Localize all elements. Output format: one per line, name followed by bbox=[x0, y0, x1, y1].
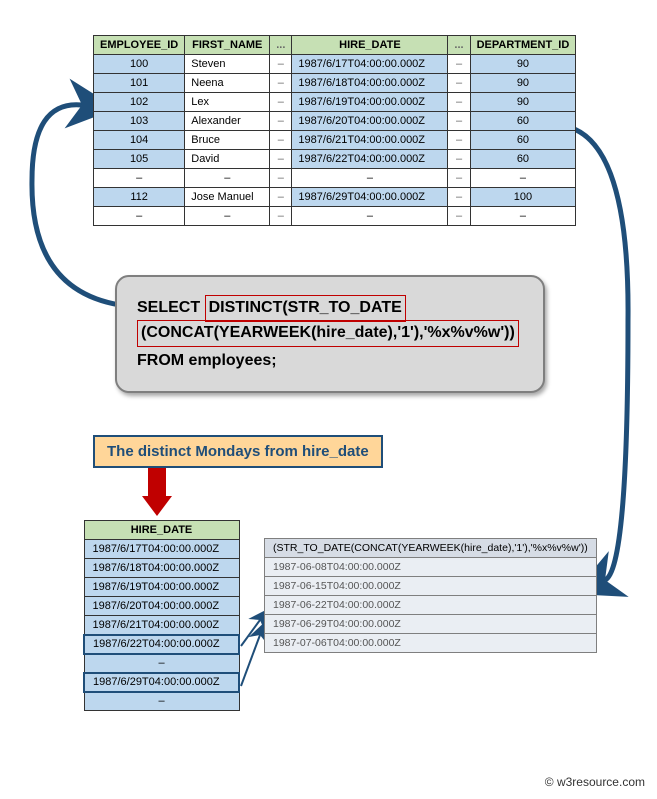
cell-eid: 103 bbox=[94, 112, 185, 131]
cell-fn: – bbox=[185, 169, 270, 188]
col-hire-date: HIRE_DATE bbox=[84, 521, 239, 540]
col-hire-date: HIRE_DATE bbox=[292, 36, 448, 55]
cell-ellipsis: – bbox=[270, 188, 292, 207]
cell-hire-date: 1987/6/22T04:00:00.000Z bbox=[84, 635, 239, 654]
cell-fn: Neena bbox=[185, 74, 270, 93]
cell-hire-date: 1987/6/19T04:00:00.000Z bbox=[84, 578, 239, 597]
cell-ellipsis: – bbox=[448, 188, 470, 207]
cell-result: 1987-06-22T04:00:00.000Z bbox=[265, 596, 597, 615]
cell-ellipsis: – bbox=[270, 169, 292, 188]
cell-eid: – bbox=[94, 169, 185, 188]
cell-hd: 1987/6/20T04:00:00.000Z bbox=[292, 112, 448, 131]
cell-ellipsis: – bbox=[448, 169, 470, 188]
cell-did: 90 bbox=[470, 55, 576, 74]
cell-ellipsis: – bbox=[448, 55, 470, 74]
cell-result: 1987-06-29T04:00:00.000Z bbox=[265, 615, 597, 634]
cell-eid: – bbox=[94, 207, 185, 226]
sql-query-box: SELECT DISTINCT(STR_TO_DATE (CONCAT(YEAR… bbox=[115, 275, 545, 393]
cell-hd: 1987/6/18T04:00:00.000Z bbox=[292, 74, 448, 93]
cell-ellipsis: – bbox=[270, 55, 292, 74]
cell-eid: 102 bbox=[94, 93, 185, 112]
cell-fn: Jose Manuel bbox=[185, 188, 270, 207]
cell-did: 60 bbox=[470, 112, 576, 131]
cell-eid: 105 bbox=[94, 150, 185, 169]
cell-ellipsis: – bbox=[270, 93, 292, 112]
cell-hire-date: 1987/6/20T04:00:00.000Z bbox=[84, 597, 239, 616]
col-employee-id: EMPLOYEE_ID bbox=[94, 36, 185, 55]
cell-did: 100 bbox=[470, 188, 576, 207]
employees-table: EMPLOYEE_ID FIRST_NAME ... HIRE_DATE ...… bbox=[93, 35, 576, 226]
result-table: (STR_TO_DATE(CONCAT(YEARWEEK(hire_date),… bbox=[264, 538, 597, 653]
sql-text: SELECT bbox=[137, 299, 205, 316]
cell-fn: Alexander bbox=[185, 112, 270, 131]
cell-fn: Steven bbox=[185, 55, 270, 74]
sql-text: FROM employees; bbox=[137, 352, 277, 369]
cell-hire-date: – bbox=[84, 692, 239, 711]
cell-did: 60 bbox=[470, 131, 576, 150]
cell-eid: 101 bbox=[94, 74, 185, 93]
cell-hire-date: 1987/6/29T04:00:00.000Z bbox=[84, 673, 239, 692]
cell-ellipsis: – bbox=[448, 150, 470, 169]
cell-ellipsis: – bbox=[448, 93, 470, 112]
cell-ellipsis: – bbox=[270, 112, 292, 131]
cell-fn: – bbox=[185, 207, 270, 226]
hire-date-table: HIRE_DATE 1987/6/17T04:00:00.000Z1987/6/… bbox=[83, 520, 240, 711]
cell-hd: 1987/6/17T04:00:00.000Z bbox=[292, 55, 448, 74]
cell-eid: 112 bbox=[94, 188, 185, 207]
cell-hd: – bbox=[292, 207, 448, 226]
cell-ellipsis: – bbox=[448, 131, 470, 150]
sql-highlight-2: (CONCAT(YEARWEEK(hire_date),'1'),'%x%v%w… bbox=[137, 320, 519, 347]
cell-ellipsis: – bbox=[448, 112, 470, 131]
cell-hd: 1987/6/21T04:00:00.000Z bbox=[292, 131, 448, 150]
cell-did: – bbox=[470, 207, 576, 226]
col-ellipsis: ... bbox=[448, 36, 470, 55]
cell-hd: 1987/6/29T04:00:00.000Z bbox=[292, 188, 448, 207]
cell-hire-date: 1987/6/21T04:00:00.000Z bbox=[84, 616, 239, 635]
cell-hire-date: 1987/6/18T04:00:00.000Z bbox=[84, 559, 239, 578]
credit: © w3resource.com bbox=[545, 775, 645, 789]
cell-did: – bbox=[470, 169, 576, 188]
cell-result: 1987-06-15T04:00:00.000Z bbox=[265, 577, 597, 596]
cell-eid: 100 bbox=[94, 55, 185, 74]
cell-fn: Lex bbox=[185, 93, 270, 112]
cell-fn: David bbox=[185, 150, 270, 169]
col-first-name: FIRST_NAME bbox=[185, 36, 270, 55]
cell-result: 1987-06-08T04:00:00.000Z bbox=[265, 558, 597, 577]
cell-ellipsis: – bbox=[270, 150, 292, 169]
cell-ellipsis: – bbox=[270, 131, 292, 150]
cell-eid: 104 bbox=[94, 131, 185, 150]
cell-ellipsis: – bbox=[270, 207, 292, 226]
cell-did: 90 bbox=[470, 93, 576, 112]
col-department-id: DEPARTMENT_ID bbox=[470, 36, 576, 55]
cell-ellipsis: – bbox=[448, 74, 470, 93]
cell-hd: 1987/6/19T04:00:00.000Z bbox=[292, 93, 448, 112]
cell-hd: 1987/6/22T04:00:00.000Z bbox=[292, 150, 448, 169]
cell-ellipsis: – bbox=[448, 207, 470, 226]
sql-highlight-1: DISTINCT(STR_TO_DATE bbox=[205, 295, 406, 322]
cell-hd: – bbox=[292, 169, 448, 188]
cell-ellipsis: – bbox=[270, 74, 292, 93]
col-result: (STR_TO_DATE(CONCAT(YEARWEEK(hire_date),… bbox=[265, 539, 597, 558]
cell-result: 1987-07-06T04:00:00.000Z bbox=[265, 634, 597, 653]
result-label: The distinct Mondays from hire_date bbox=[93, 435, 383, 468]
cell-hire-date: 1987/6/17T04:00:00.000Z bbox=[84, 540, 239, 559]
cell-hire-date: – bbox=[84, 654, 239, 673]
cell-did: 90 bbox=[470, 74, 576, 93]
cell-did: 60 bbox=[470, 150, 576, 169]
col-ellipsis: ... bbox=[270, 36, 292, 55]
cell-fn: Bruce bbox=[185, 131, 270, 150]
